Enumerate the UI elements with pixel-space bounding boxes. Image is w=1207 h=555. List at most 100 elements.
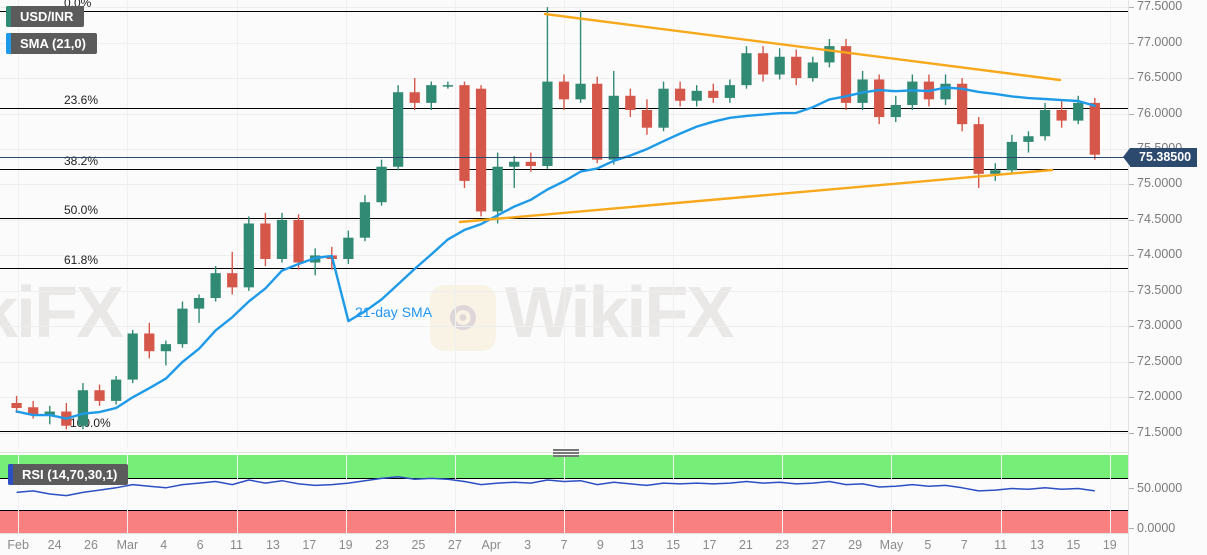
instrument-legend-accent [6,6,11,27]
gridline-vertical [891,0,893,447]
gridline-vertical [1109,455,1111,533]
sma-legend[interactable]: SMA (21,0) [6,33,97,54]
time-axis-tick: 27 [811,538,826,552]
gridline-vertical [1109,0,1111,447]
gridline-vertical [345,0,347,447]
fibonacci-line [0,217,1128,219]
time-axis-tick: 15 [666,538,681,552]
price-axis-dash [1129,113,1134,115]
price-axis-tick: 72.0000 [1137,389,1183,404]
current-price-tag: 75.38500 [1122,147,1198,167]
gridline-vertical [782,0,784,447]
price-axis-tick: 73.0000 [1137,318,1183,333]
price-axis-tick: 76.5000 [1137,70,1183,85]
price-axis-tick: 77.0000 [1137,34,1183,49]
time-axis-tick: 23 [375,538,390,552]
fibonacci-line [0,10,1128,12]
time-axis-tick: 17 [302,538,317,552]
rsi-line-series [16,476,1095,497]
sma-line [15,86,1097,420]
time-axis[interactable]: Feb 24 26 Mar 4 6 11 13 17 19 23 25 27 Apr 3 7 9 13 15 17 21… [0,533,1128,555]
rsi-legend-label: RSI (14,70,30,1) [22,467,118,482]
price-axis-tick: 75.0000 [1137,176,1183,191]
rsi-midline-dash [1129,488,1134,489]
rsi-legend[interactable]: RSI (14,70,30,1) [8,464,129,485]
fibonacci-label: 23.6% [64,92,99,107]
price-axis-dash [1129,78,1134,80]
fibonacci-line [0,430,1128,432]
time-axis-tick: 24 [47,538,62,552]
gridline-vertical [1000,455,1002,533]
price-axis-dash [1129,255,1134,257]
fibonacci-label: 50.0% [64,202,99,217]
time-axis-tick: 13 [1030,538,1044,552]
trendlines [458,12,1062,224]
gridline-vertical [891,455,893,533]
fibonacci-line [0,268,1128,270]
price-axis-tick: 77.5000 [1137,0,1183,14]
price-axis-dash [1129,7,1134,9]
gridline-vertical [18,0,20,447]
rsi-midline-label: 50.0000 [1137,481,1183,495]
time-axis-tick: 6 [196,538,204,552]
time-axis-tick: 7 [560,538,568,552]
time-axis-tick: 17 [702,538,717,552]
time-axis-tick: Feb [7,538,29,552]
instrument-legend[interactable]: USD/INR [6,6,85,27]
price-axis-tick: 72.5000 [1137,353,1183,368]
rsi-legend-accent [8,464,13,485]
price-axis-dash [1129,361,1134,363]
gridline-vertical [1000,0,1002,447]
candlestick-series [11,7,1100,430]
price-axis-dash [1129,219,1134,221]
price-axis-tick: 73.5000 [1137,282,1183,297]
price-axis-tick: 76.0000 [1137,105,1183,120]
gridline-vertical [673,455,675,533]
gridline-vertical [454,0,456,447]
current-price-line [0,157,1128,159]
rsi-zero-label: 0.0000 [1137,521,1176,535]
sma-annotation-label: 21-day SMA [355,304,433,320]
time-axis-tick: 21 [738,538,753,552]
gridline-vertical [127,455,129,533]
time-axis-tick: 11 [994,538,1008,552]
price-axis-dash [1129,397,1134,399]
sma-legend-accent [6,33,11,54]
time-axis-tick: 5 [924,538,932,552]
gridline-vertical [345,455,347,533]
sma-legend-label: SMA (21,0) [20,36,86,51]
gridline-vertical [454,455,456,533]
price-axis-dash [1129,290,1134,292]
gridline-vertical [236,455,238,533]
time-axis-tick: 9 [596,538,604,552]
time-axis-tick: 13 [629,538,644,552]
time-axis-tick: 13 [265,538,280,552]
panel-resize-handle[interactable] [553,449,579,457]
price-axis-dash [1129,432,1134,434]
price-axis-dash [1129,184,1134,186]
gridline-vertical [564,0,565,447]
price-axis-dash [1129,326,1134,328]
time-axis-tick: 19 [338,538,353,552]
gridline-vertical [673,0,675,447]
price-axis-dash [1129,42,1134,44]
time-axis-tick: 15 [1066,538,1081,552]
gridline-vertical [782,455,784,533]
gridline-vertical [127,0,129,447]
price-axis[interactable]: 77.500077.000076.500076.000075.500075.00… [1122,0,1207,555]
time-axis-tick: 25 [411,538,426,552]
rsi-panel [0,455,1128,533]
price-axis-tick: 74.0000 [1137,247,1183,262]
time-axis-tick: 27 [447,538,462,552]
time-axis-tick: 11 [230,538,244,552]
time-axis-tick: May [879,538,904,552]
time-axis-tick: Apr [481,538,501,552]
time-axis-tick: 26 [84,538,98,552]
fibonacci-label: 61.8% [64,253,99,268]
price-axis-tick: 74.5000 [1137,211,1183,226]
price-axis-tick: 71.5000 [1137,424,1183,439]
gridline-vertical [564,455,565,533]
time-axis-tick: 19 [1102,538,1117,552]
gridline-vertical [18,455,20,533]
